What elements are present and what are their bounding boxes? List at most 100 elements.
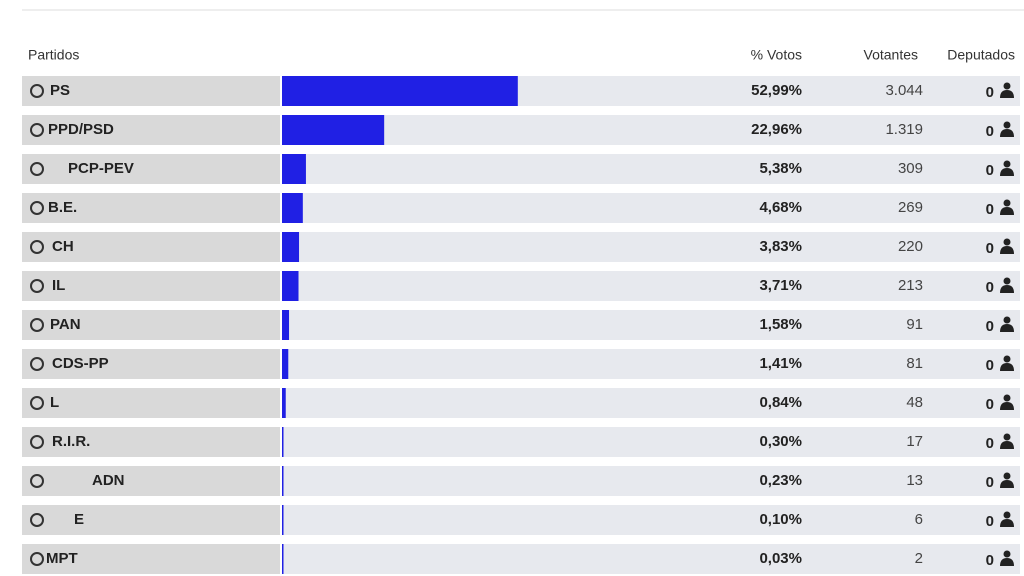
name-cell (22, 466, 280, 496)
vote-bar (282, 310, 290, 340)
person-head (1003, 511, 1011, 519)
party-icon (30, 435, 44, 449)
vote-bar (282, 115, 385, 145)
vote-bar (282, 271, 299, 301)
person-body (1000, 285, 1014, 293)
percent-label: 0,23% (759, 472, 802, 489)
bar-track (282, 115, 1020, 145)
person-body (1000, 402, 1014, 410)
header-percent: % Votos (751, 47, 802, 63)
person-body (1000, 363, 1014, 371)
vote-bar (282, 427, 284, 457)
name-cell (22, 76, 280, 106)
name-cell (22, 505, 280, 535)
header-votes: Votantes (864, 47, 919, 63)
person-head (1003, 355, 1011, 363)
name-cell (22, 154, 280, 184)
percent-label: 4,68% (759, 199, 802, 216)
party-icon (30, 201, 44, 215)
party-icon (30, 396, 44, 410)
name-cell (22, 427, 280, 457)
party-name: E (74, 511, 84, 528)
party-name: PCP-PEV (68, 160, 134, 177)
name-cell (22, 544, 280, 574)
header-party: Partidos (28, 47, 79, 63)
bar-track (282, 388, 1020, 418)
party-name: CDS-PP (52, 355, 109, 372)
votes: 3.044 (885, 82, 923, 99)
person-head (1003, 472, 1011, 480)
seats: 0 (986, 84, 994, 101)
votes: 213 (898, 277, 923, 294)
person-body (1000, 324, 1014, 332)
person-head (1003, 316, 1011, 324)
party-icon (30, 552, 44, 566)
bar-track (282, 193, 1020, 223)
party-icon (30, 162, 44, 176)
votes: 309 (898, 160, 923, 177)
party-name: L (50, 394, 59, 411)
person-body (1000, 480, 1014, 488)
percent-label: 3,71% (759, 277, 802, 294)
party-name: MPT (46, 550, 78, 567)
party-name: PS (50, 82, 70, 99)
votes: 2 (915, 550, 923, 567)
person-body (1000, 90, 1014, 98)
header-seats: Deputados (947, 47, 1015, 63)
votes: 220 (898, 238, 923, 255)
person-head (1003, 82, 1011, 90)
percent-label: 3,83% (759, 238, 802, 255)
percent-label: 0,30% (759, 433, 802, 450)
seats: 0 (986, 552, 994, 569)
person-body (1000, 441, 1014, 449)
vote-bar (282, 76, 518, 106)
vote-bar (282, 505, 284, 535)
party-icon (30, 123, 44, 137)
person-head (1003, 433, 1011, 441)
percent-label: 5,38% (759, 160, 802, 177)
party-name: PAN (50, 316, 81, 333)
party-icon (30, 318, 44, 332)
party-name: CH (52, 238, 74, 255)
percent-label: 1,41% (759, 355, 802, 372)
vote-bar (282, 232, 300, 262)
bar-track (282, 154, 1020, 184)
person-body (1000, 519, 1014, 527)
vote-bar (282, 466, 284, 496)
seats: 0 (986, 474, 994, 491)
seats: 0 (986, 201, 994, 218)
seats: 0 (986, 357, 994, 374)
votes: 91 (906, 316, 923, 333)
bar-track (282, 466, 1020, 496)
percent-label: 0,03% (759, 550, 802, 567)
name-cell (22, 271, 280, 301)
party-icon (30, 279, 44, 293)
bar-track (282, 232, 1020, 262)
votes: 269 (898, 199, 923, 216)
person-body (1000, 168, 1014, 176)
name-cell (22, 310, 280, 340)
party-name: B.E. (48, 199, 77, 216)
percent-label: 1,58% (759, 316, 802, 333)
bar-track (282, 544, 1020, 574)
person-head (1003, 277, 1011, 285)
seats: 0 (986, 162, 994, 179)
person-body (1000, 129, 1014, 137)
votes: 48 (906, 394, 923, 411)
person-body (1000, 558, 1014, 566)
votes: 13 (906, 472, 923, 489)
bar-track (282, 310, 1020, 340)
bar-track (282, 349, 1020, 379)
person-head (1003, 199, 1011, 207)
party-icon (30, 84, 44, 98)
party-icon (30, 357, 44, 371)
party-name: R.I.R. (52, 433, 90, 450)
person-body (1000, 246, 1014, 254)
vote-bar (282, 193, 303, 223)
party-name: IL (52, 277, 65, 294)
person-head (1003, 160, 1011, 168)
bar-track (282, 271, 1020, 301)
votes: 81 (906, 355, 923, 372)
